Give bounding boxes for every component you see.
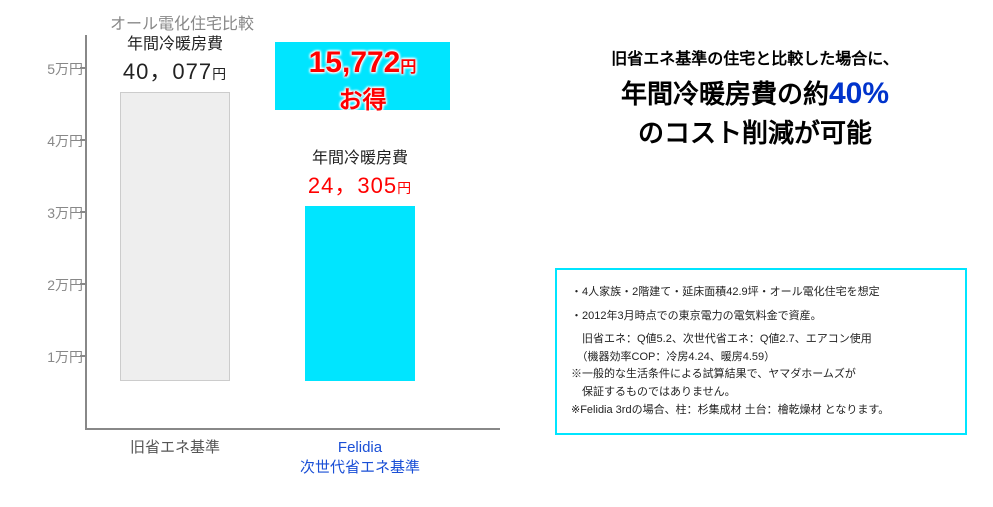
info-line: ※一般的な生活条件による試算結果で、ヤマダホームズが — [571, 366, 951, 384]
y-axis — [85, 35, 87, 430]
info-line: 旧省エネ：Q値5.2、次世代省エネ：Q値2.7、エアコン使用 — [571, 331, 951, 349]
bar-label-felidia: 年間冷暖房費24，305円 — [285, 144, 435, 200]
bar-label-old: 年間冷暖房費40，077円 — [100, 30, 250, 86]
bar-felidia — [305, 206, 415, 381]
headline-prefix: 年間冷暖房費の約 — [621, 79, 829, 109]
bar-top-label: 年間冷暖房費 — [100, 30, 250, 54]
y-tick-label: 3万円 — [47, 203, 83, 223]
savings-callout: 15,772円お得 — [275, 42, 450, 110]
headline-highlight: 40% — [829, 77, 889, 110]
info-box: ・4人家族・2階建て・延床面積42.9坪・オール電化住宅を想定・2012年3月時… — [555, 268, 967, 435]
info-line: 保証するものではありません。 — [571, 384, 951, 402]
bar-top-label: 年間冷暖房費 — [285, 144, 435, 168]
x-label-felidia: Felidia次世代省エネ基準 — [275, 438, 445, 477]
callout-subtext: お得 — [275, 80, 450, 115]
headline-line2: 年間冷暖房費の約40% のコスト削減が可能 — [540, 73, 970, 151]
headline-line3: のコスト削減が可能 — [638, 118, 872, 148]
bar-old — [120, 92, 230, 381]
y-tick-label: 5万円 — [47, 59, 83, 79]
y-tick-label: 2万円 — [47, 275, 83, 295]
x-axis — [85, 428, 500, 430]
info-line: ・4人家族・2階建て・延床面積42.9坪・オール電化住宅を想定 — [571, 284, 951, 302]
headline-panel: 旧省エネ基準の住宅と比較した場合に、 年間冷暖房費の約40% のコスト削減が可能 — [540, 45, 970, 151]
info-line: ・2012年3月時点での東京電力の電気料金で資産。 — [571, 308, 951, 326]
info-line: （機器効率COP：冷房4.24、暖房4.59） — [571, 349, 951, 367]
y-tick-label: 4万円 — [47, 131, 83, 151]
callout-amount: 15,772円 — [275, 46, 450, 80]
bar-value: 24，305円 — [285, 168, 435, 200]
x-label-old: 旧省エネ基準 — [90, 438, 260, 458]
bar-value: 40，077円 — [100, 54, 250, 86]
y-tick-label: 1万円 — [47, 347, 83, 367]
headline-line1: 旧省エネ基準の住宅と比較した場合に、 — [540, 45, 970, 69]
info-line: ※Felidia 3rdの場合、柱：杉集成材 土台：檜乾燥材 となります。 — [571, 402, 951, 420]
